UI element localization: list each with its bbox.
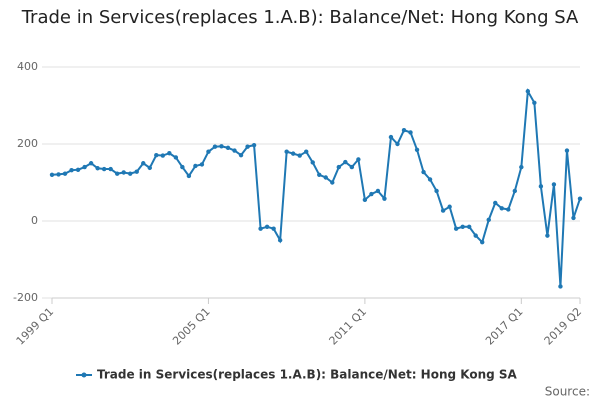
point bbox=[232, 148, 237, 153]
point bbox=[323, 175, 328, 180]
point bbox=[382, 196, 387, 201]
point bbox=[212, 144, 218, 149]
point bbox=[466, 224, 472, 229]
point bbox=[369, 191, 374, 197]
point bbox=[512, 188, 518, 194]
point bbox=[317, 172, 322, 177]
point bbox=[219, 144, 224, 149]
point bbox=[121, 170, 126, 175]
point bbox=[258, 226, 263, 231]
point bbox=[480, 239, 485, 245]
point bbox=[49, 172, 55, 177]
point bbox=[134, 169, 139, 174]
point bbox=[545, 233, 550, 238]
point bbox=[82, 164, 87, 170]
point bbox=[304, 149, 309, 154]
x-tick-label: 2019 Q2 bbox=[542, 305, 585, 348]
point bbox=[388, 134, 394, 140]
y-tick-label: 0 bbox=[31, 214, 38, 227]
x-tick-label: 2011 Q1 bbox=[327, 305, 370, 348]
point bbox=[499, 206, 504, 211]
point bbox=[395, 141, 400, 147]
point bbox=[538, 184, 544, 189]
point bbox=[160, 153, 166, 158]
y-tick-label: -200 bbox=[13, 291, 38, 304]
legend-marker bbox=[81, 372, 87, 378]
y-tick-label: 400 bbox=[17, 60, 38, 73]
point bbox=[186, 173, 192, 179]
point bbox=[506, 207, 511, 212]
point bbox=[167, 151, 172, 156]
point bbox=[427, 177, 433, 182]
x-tick-label: 2005 Q1 bbox=[170, 305, 213, 348]
point bbox=[571, 215, 576, 221]
point bbox=[421, 169, 426, 175]
point bbox=[277, 238, 283, 243]
x-tick-label: 2017 Q1 bbox=[483, 305, 526, 348]
point bbox=[238, 152, 244, 158]
point bbox=[284, 149, 289, 154]
point bbox=[297, 153, 302, 158]
y-tick-label: 200 bbox=[17, 137, 38, 150]
point bbox=[56, 172, 61, 177]
point bbox=[173, 155, 179, 160]
point bbox=[147, 165, 152, 171]
legend-label: Trade in Services(replaces 1.A.B): Balan… bbox=[97, 368, 518, 382]
point bbox=[532, 100, 537, 106]
source: Source: bbox=[545, 385, 590, 399]
point bbox=[362, 197, 368, 203]
point bbox=[141, 161, 146, 166]
point bbox=[577, 196, 583, 201]
point bbox=[473, 233, 478, 238]
point bbox=[180, 164, 185, 170]
point bbox=[401, 127, 407, 133]
point bbox=[264, 224, 270, 229]
point bbox=[88, 161, 94, 166]
point bbox=[62, 171, 68, 176]
point bbox=[486, 217, 491, 223]
point bbox=[206, 149, 211, 154]
point bbox=[245, 144, 250, 149]
point bbox=[199, 162, 205, 167]
line bbox=[51, 87, 581, 287]
point bbox=[564, 148, 570, 153]
point bbox=[356, 157, 361, 162]
point bbox=[193, 163, 198, 169]
point bbox=[128, 171, 133, 176]
point bbox=[95, 166, 100, 171]
point bbox=[460, 224, 465, 229]
point bbox=[414, 147, 420, 152]
point bbox=[343, 159, 348, 165]
point bbox=[330, 180, 335, 185]
point bbox=[493, 200, 498, 206]
point bbox=[114, 171, 120, 176]
point bbox=[154, 152, 159, 158]
point bbox=[310, 160, 315, 165]
point bbox=[75, 167, 81, 172]
chart-title: Trade in Services(replaces 1.A.B): Balan… bbox=[21, 7, 579, 28]
point bbox=[434, 188, 439, 194]
point bbox=[225, 145, 231, 151]
point bbox=[69, 167, 74, 173]
point bbox=[290, 151, 296, 156]
point bbox=[440, 208, 446, 213]
point bbox=[271, 226, 276, 231]
point bbox=[336, 164, 342, 170]
point bbox=[349, 164, 355, 170]
point bbox=[525, 89, 531, 94]
point bbox=[558, 284, 563, 289]
point bbox=[375, 188, 381, 194]
point bbox=[447, 204, 452, 209]
point bbox=[101, 166, 107, 172]
point bbox=[551, 182, 557, 187]
x-tick-label: 1999 Q1 bbox=[14, 305, 57, 348]
point bbox=[408, 130, 413, 135]
point bbox=[519, 164, 524, 170]
point bbox=[108, 166, 113, 172]
point bbox=[251, 142, 257, 148]
point bbox=[453, 226, 459, 231]
